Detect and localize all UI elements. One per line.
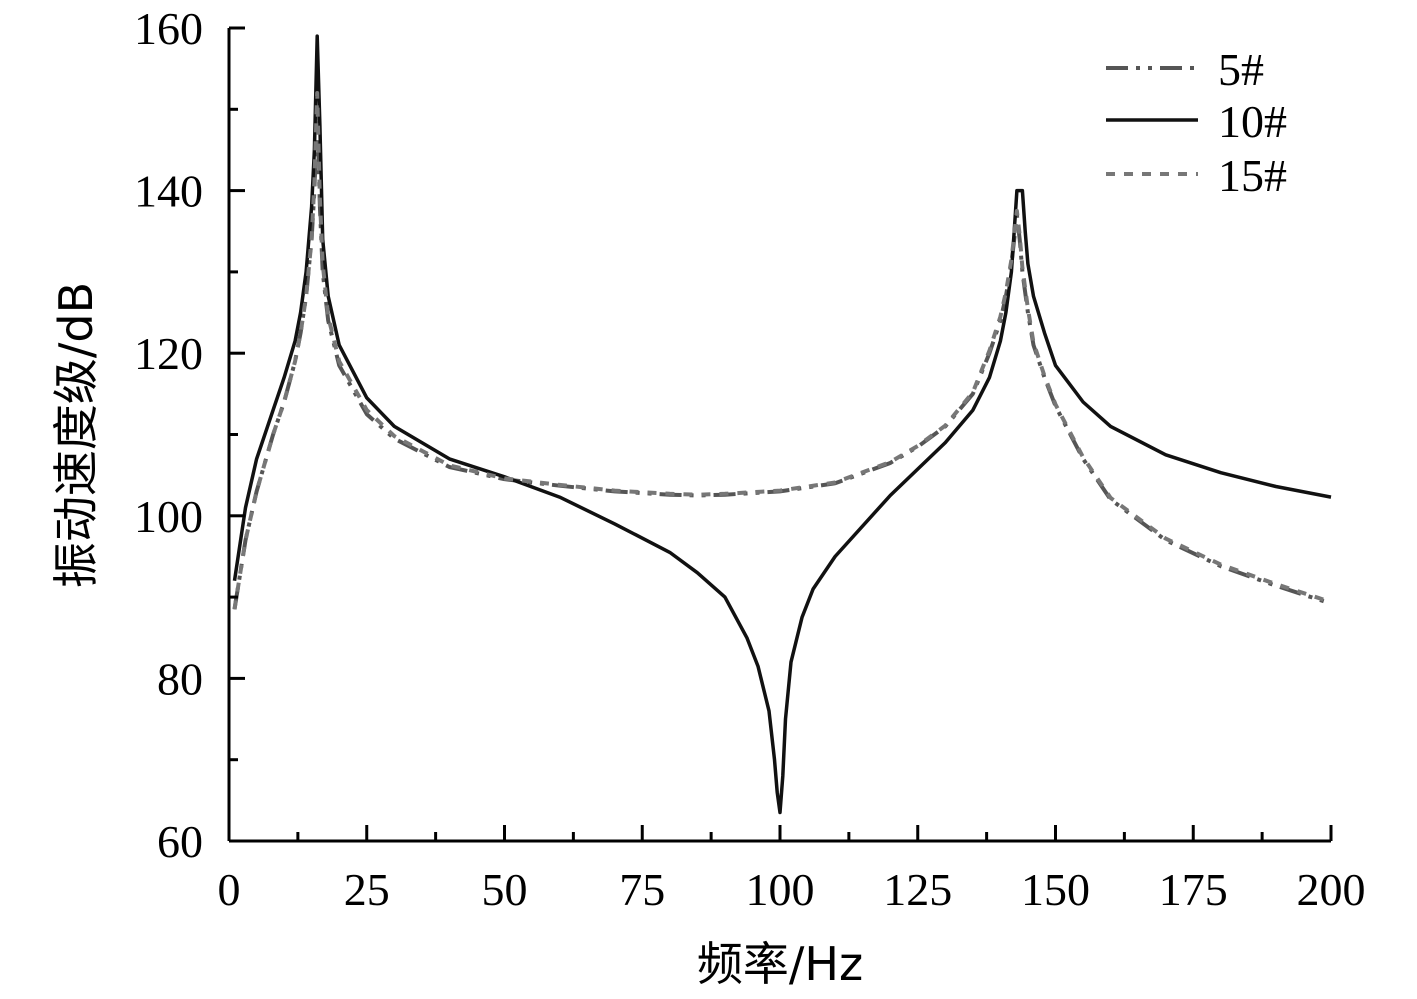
y-tick-label: 60	[157, 816, 203, 867]
y-axis-title: 振动速度级/dB	[49, 282, 103, 588]
legend-label-0: 5#	[1218, 44, 1264, 95]
x-tick-label: 75	[619, 864, 665, 915]
series-line-2	[232, 91, 1332, 610]
legend-label-2: 15#	[1218, 150, 1287, 201]
x-tick-label: 200	[1297, 864, 1366, 915]
y-tick-label: 140	[134, 166, 203, 217]
y-tick-label: 160	[134, 3, 203, 54]
series-line-0	[232, 107, 1332, 610]
x-tick-label: 25	[344, 864, 390, 915]
y-tick-label: 100	[134, 491, 203, 542]
x-tick-label: 125	[883, 864, 952, 915]
x-tick-label: 100	[746, 864, 815, 915]
y-tick-label: 120	[134, 328, 203, 379]
plot-series	[232, 34, 1332, 815]
x-tick-label: 175	[1159, 864, 1228, 915]
tick-labels: 0 25 50 75 100 125 150 175 200 60 80 100 120 140 160	[134, 3, 1366, 915]
y-tick-label: 80	[157, 653, 203, 704]
series-line-1	[232, 34, 1332, 815]
x-tick-label: 150	[1021, 864, 1090, 915]
legend: 5#10#15#	[1106, 44, 1287, 201]
x-tick-label: 0	[218, 864, 241, 915]
x-tick-label: 50	[482, 864, 528, 915]
ticks	[227, 26, 1333, 843]
legend-label-1: 10#	[1218, 96, 1287, 147]
x-axis-title: 频率/Hz	[697, 937, 863, 991]
